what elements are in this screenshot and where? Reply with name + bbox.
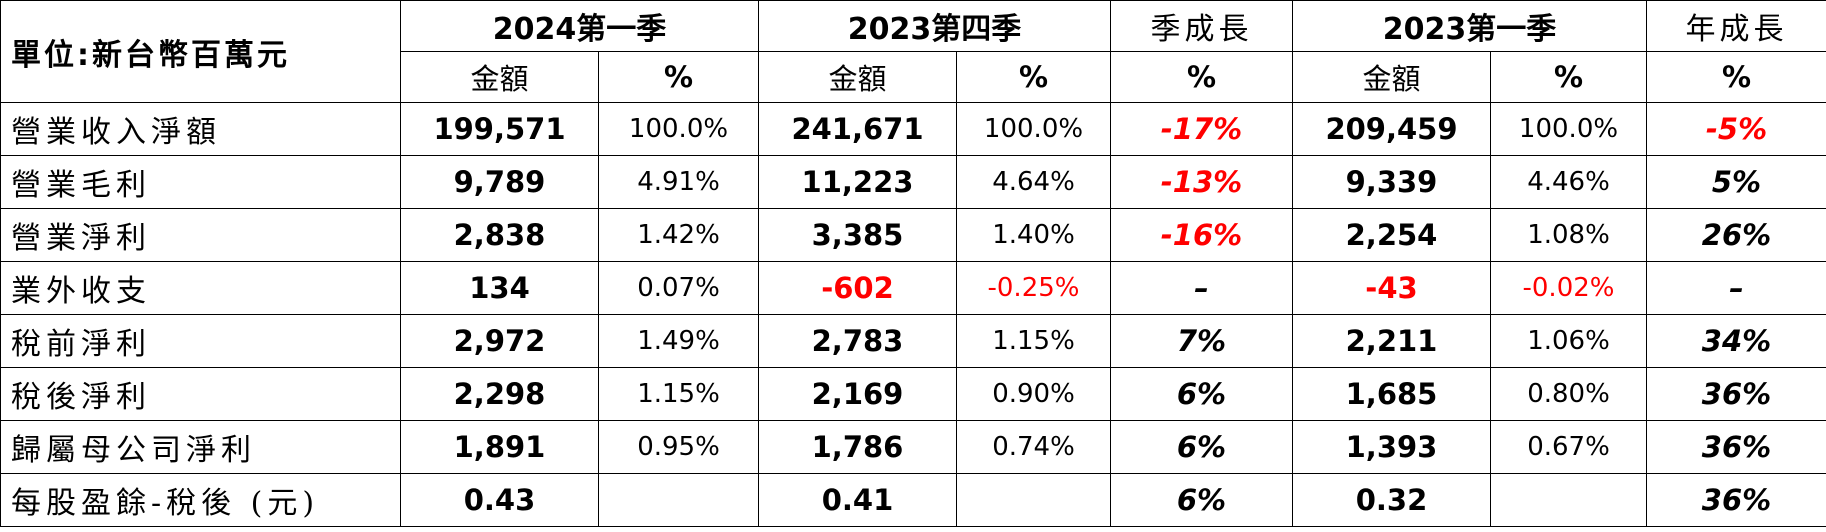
period-2024q1-header: 2024第一季 — [400, 0, 759, 52]
amount-2024q1: 2,972 — [400, 314, 599, 368]
row-label: 營業淨利 — [0, 208, 401, 262]
amount-2023q1: 9,339 — [1292, 155, 1491, 209]
amount-2023q4: 2,783 — [758, 314, 957, 368]
table-row: 歸屬母公司淨利 1,891 0.95% 1,786 0.74% 6% 1,393… — [0, 420, 1826, 474]
yoy-pct-header: % — [1646, 51, 1826, 103]
pct-2023q1: 1.06% — [1490, 314, 1647, 368]
unit-label: 單位:新台幣百萬元 — [0, 0, 401, 103]
yoy-growth: – — [1646, 261, 1826, 315]
header-row-periods: 單位:新台幣百萬元 2024第一季 2023第四季 季成長 2023第一季 年成… — [0, 0, 1826, 103]
pct-col-header: % — [1490, 51, 1647, 103]
table-row: 營業毛利 9,789 4.91% 11,223 4.64% -13% 9,339… — [0, 155, 1826, 209]
qoq-growth: – — [1110, 261, 1293, 315]
period-2023q4-header: 2023第四季 — [758, 0, 1111, 52]
yoy-growth: 36% — [1646, 367, 1826, 421]
amount-2023q1: 1,393 — [1292, 420, 1491, 474]
pct-2024q1: 0.07% — [598, 261, 759, 315]
amount-2023q4: 3,385 — [758, 208, 957, 262]
qoq-growth: 6% — [1110, 473, 1293, 527]
pct-2024q1 — [598, 473, 759, 527]
pct-2024q1: 1.15% — [598, 367, 759, 421]
amount-2024q1: 134 — [400, 261, 599, 315]
pct-2023q1: 0.67% — [1490, 420, 1647, 474]
amount-2023q1: 0.32 — [1292, 473, 1491, 527]
pct-2024q1: 4.91% — [598, 155, 759, 209]
qoq-growth: 6% — [1110, 420, 1293, 474]
qoq-growth: -16% — [1110, 208, 1293, 262]
amount-2024q1: 1,891 — [400, 420, 599, 474]
amount-2024q1: 9,789 — [400, 155, 599, 209]
pct-2023q4: -0.25% — [956, 261, 1111, 315]
amount-2024q1: 2,838 — [400, 208, 599, 262]
pct-2023q4: 100.0% — [956, 102, 1111, 156]
amount-2023q1: 209,459 — [1292, 102, 1491, 156]
qoq-growth: 6% — [1110, 367, 1293, 421]
pct-2024q1: 1.42% — [598, 208, 759, 262]
pct-2023q4: 0.74% — [956, 420, 1111, 474]
pct-2023q4: 4.64% — [956, 155, 1111, 209]
amount-2023q1: 1,685 — [1292, 367, 1491, 421]
table-row: 營業收入淨額 199,571 100.0% 241,671 100.0% -17… — [0, 102, 1826, 156]
row-label: 營業毛利 — [0, 155, 401, 209]
yoy-growth-header: 年成長 — [1646, 0, 1826, 52]
amount-col-header: 金額 — [758, 51, 957, 103]
pct-2023q1 — [1490, 473, 1647, 527]
yoy-growth: -5% — [1646, 102, 1826, 156]
amount-2023q1: 2,254 — [1292, 208, 1491, 262]
qoq-growth: -13% — [1110, 155, 1293, 209]
pct-col-header: % — [598, 51, 759, 103]
amount-2023q4: -602 — [758, 261, 957, 315]
pct-2023q1: -0.02% — [1490, 261, 1647, 315]
qoq-growth-header: 季成長 — [1110, 0, 1293, 52]
row-label: 業外收支 — [0, 261, 401, 315]
row-label: 營業收入淨額 — [0, 102, 401, 156]
row-label: 稅後淨利 — [0, 367, 401, 421]
pct-2023q4 — [956, 473, 1111, 527]
pct-2024q1: 100.0% — [598, 102, 759, 156]
pct-2023q1: 4.46% — [1490, 155, 1647, 209]
yoy-growth: 5% — [1646, 155, 1826, 209]
amount-2023q4: 0.41 — [758, 473, 957, 527]
pct-2023q4: 1.15% — [956, 314, 1111, 368]
table-row: 稅後淨利 2,298 1.15% 2,169 0.90% 6% 1,685 0.… — [0, 367, 1826, 421]
row-label: 每股盈餘-稅後 (元) — [0, 473, 401, 527]
amount-2023q4: 11,223 — [758, 155, 957, 209]
yoy-growth: 36% — [1646, 473, 1826, 527]
amount-col-header: 金額 — [1292, 51, 1491, 103]
pct-2023q4: 1.40% — [956, 208, 1111, 262]
pct-2023q1: 1.08% — [1490, 208, 1647, 262]
amount-2023q1: -43 — [1292, 261, 1491, 315]
pct-2023q1: 0.80% — [1490, 367, 1647, 421]
pct-col-header: % — [956, 51, 1111, 103]
amount-2023q4: 1,786 — [758, 420, 957, 474]
amount-2024q1: 2,298 — [400, 367, 599, 421]
pct-2024q1: 0.95% — [598, 420, 759, 474]
amount-2023q4: 241,671 — [758, 102, 957, 156]
table-row: 業外收支 134 0.07% -602 -0.25% – -43 -0.02% … — [0, 261, 1826, 315]
pct-2023q1: 100.0% — [1490, 102, 1647, 156]
yoy-growth: 36% — [1646, 420, 1826, 474]
yoy-growth: 34% — [1646, 314, 1826, 368]
period-2023q1-header: 2023第一季 — [1292, 0, 1647, 52]
table-row: 每股盈餘-稅後 (元) 0.43 0.41 6% 0.32 36% — [0, 473, 1826, 527]
row-label: 歸屬母公司淨利 — [0, 420, 401, 474]
amount-2023q4: 2,169 — [758, 367, 957, 421]
qoq-growth: -17% — [1110, 102, 1293, 156]
table-row: 稅前淨利 2,972 1.49% 2,783 1.15% 7% 2,211 1.… — [0, 314, 1826, 368]
amount-2024q1: 0.43 — [400, 473, 599, 527]
qoq-growth: 7% — [1110, 314, 1293, 368]
pct-2023q4: 0.90% — [956, 367, 1111, 421]
table-row: 營業淨利 2,838 1.42% 3,385 1.40% -16% 2,254 … — [0, 208, 1826, 262]
amount-2024q1: 199,571 — [400, 102, 599, 156]
qoq-pct-header: % — [1110, 51, 1293, 103]
row-label: 稅前淨利 — [0, 314, 401, 368]
yoy-growth: 26% — [1646, 208, 1826, 262]
amount-col-header: 金額 — [400, 51, 599, 103]
amount-2023q1: 2,211 — [1292, 314, 1491, 368]
pct-2024q1: 1.49% — [598, 314, 759, 368]
